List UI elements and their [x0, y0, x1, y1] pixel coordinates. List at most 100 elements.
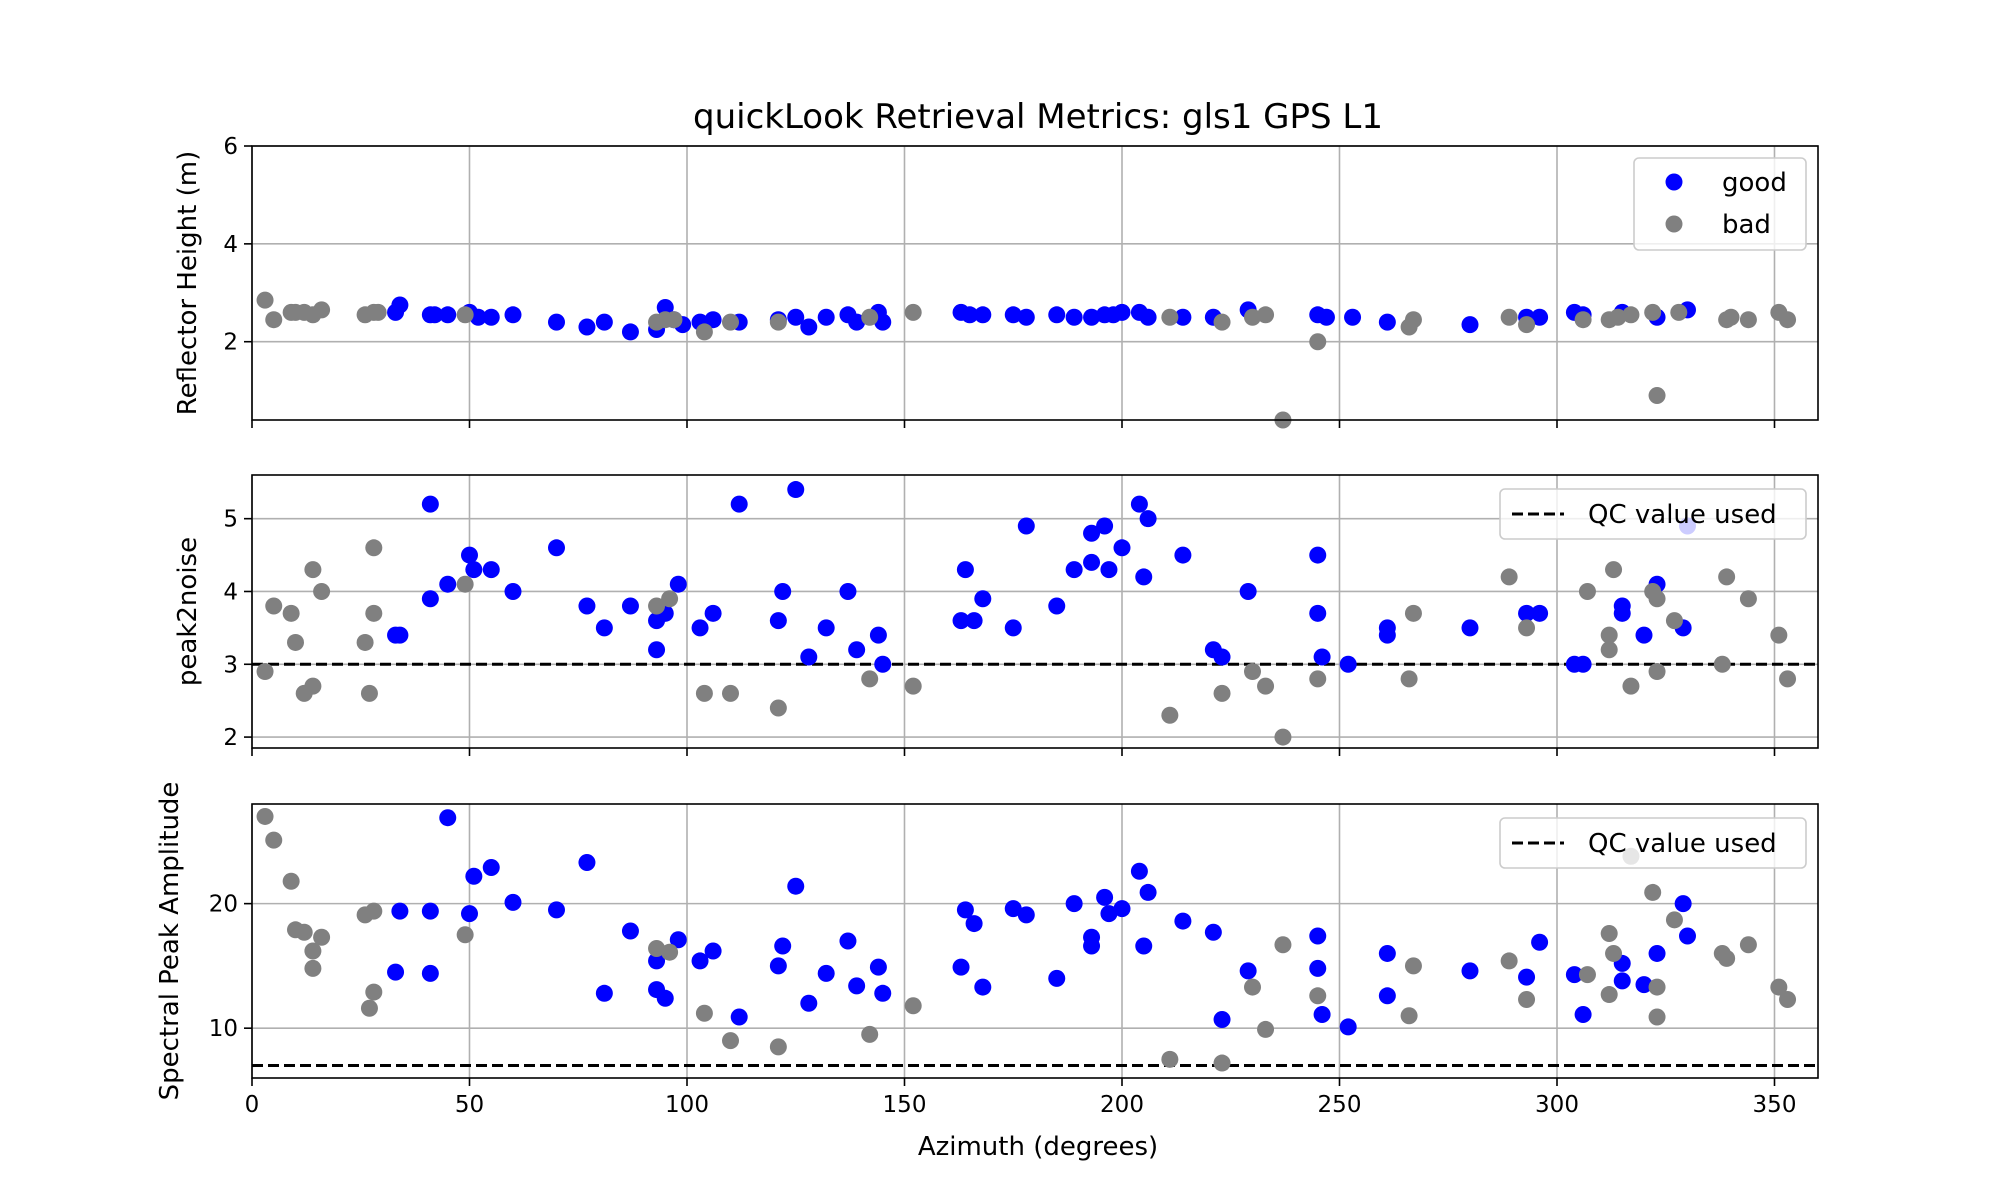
point-bad: [1600, 986, 1618, 1004]
point-good: [669, 931, 687, 949]
point-bad: [313, 301, 331, 319]
point-bad: [360, 684, 378, 702]
point-bad: [265, 311, 283, 329]
point-good: [1113, 303, 1131, 321]
point-good: [656, 298, 674, 316]
point-good: [974, 306, 992, 324]
point-good: [1313, 648, 1331, 666]
x-tick-label: 350: [1753, 1092, 1797, 1118]
point-bad: [1622, 677, 1640, 695]
point-good: [874, 655, 892, 673]
point-good: [621, 922, 639, 940]
x-axis-label: Azimuth (degrees): [918, 1132, 1158, 1162]
point-good: [817, 964, 835, 982]
point-bad: [256, 663, 274, 681]
point-bad: [1574, 311, 1592, 329]
point-bad: [904, 677, 922, 695]
point-bad: [1770, 626, 1788, 644]
point-good: [961, 306, 979, 324]
point-bad: [369, 303, 387, 321]
point-good: [1130, 862, 1148, 880]
point-good: [439, 306, 457, 324]
point-bad: [1670, 303, 1688, 321]
point-good: [461, 905, 478, 923]
x-tick-label: 250: [1318, 1092, 1362, 1118]
point-good: [1531, 308, 1549, 326]
point-good: [704, 604, 722, 622]
point-good: [1017, 906, 1035, 924]
point-bad: [1518, 316, 1536, 334]
point-good: [952, 958, 970, 976]
point-bad: [1648, 978, 1666, 996]
point-bad: [1244, 663, 1261, 681]
point-bad: [365, 902, 383, 920]
point-good: [648, 641, 666, 659]
point-bad: [456, 306, 474, 324]
point-good: [1613, 604, 1631, 622]
point-good: [1174, 308, 1192, 326]
point-good: [482, 308, 500, 326]
point-good: [869, 626, 887, 644]
point-good: [1317, 308, 1335, 326]
y-tick-label: 3: [223, 652, 238, 678]
point-good: [421, 590, 439, 608]
point-good: [421, 902, 439, 920]
point-good: [1565, 966, 1583, 984]
point-good: [691, 619, 709, 637]
point-good: [391, 626, 409, 644]
point-bad: [1309, 333, 1327, 351]
point-bad: [1648, 663, 1666, 681]
point-good: [1635, 976, 1653, 994]
point-good: [1065, 308, 1083, 326]
point-good: [439, 575, 457, 593]
point-bad: [304, 677, 322, 695]
scatter-points: [256, 807, 1797, 1072]
point-bad: [1500, 308, 1518, 326]
point-bad: [1400, 670, 1418, 688]
point-bad: [695, 684, 713, 702]
point-good: [421, 495, 439, 513]
point-good: [848, 641, 866, 659]
point-bad: [1404, 311, 1422, 329]
point-bad: [360, 999, 378, 1017]
x-tick-label: 50: [455, 1092, 484, 1118]
point-bad: [695, 323, 713, 341]
point-bad: [304, 942, 322, 960]
point-bad: [1718, 568, 1736, 586]
point-bad: [861, 308, 879, 326]
panel-frame: [251, 803, 1819, 1079]
legend-frame: [1499, 817, 1807, 869]
point-bad: [256, 807, 274, 825]
point-bad: [356, 633, 374, 651]
point-bad: [722, 1032, 739, 1050]
point-bad: [1244, 978, 1261, 996]
point-good: [1113, 900, 1131, 918]
point-good: [800, 648, 818, 666]
y-tick-label: 5: [223, 507, 238, 533]
point-bad: [1648, 590, 1666, 608]
point-bad: [1404, 604, 1422, 622]
point-good: [426, 306, 444, 324]
legend-marker-bad: [1665, 215, 1683, 233]
point-good: [578, 318, 596, 336]
point-good: [548, 539, 565, 557]
point-bad: [265, 597, 283, 615]
legend-label-qc: QC value used: [1588, 500, 1777, 530]
point-good: [461, 546, 478, 564]
point-good: [1065, 561, 1083, 579]
x-tick-label: 150: [883, 1092, 927, 1118]
panel-frame: [251, 145, 1819, 421]
point-good: [1679, 927, 1696, 945]
point-bad: [1600, 641, 1618, 659]
y-tick-label: 20: [209, 892, 238, 918]
legend: good bad: [1633, 157, 1807, 251]
point-good: [956, 901, 974, 919]
point-bad: [1404, 957, 1422, 975]
point-good: [787, 481, 805, 499]
panel-3: 0 50 100 150 200 250 300 350 10 20 Spectral Peak A…: [155, 782, 1819, 1118]
point-good: [1096, 517, 1114, 535]
point-bad: [1518, 991, 1536, 1009]
point-good: [965, 915, 983, 933]
point-good: [621, 323, 639, 341]
point-bad: [1665, 612, 1683, 630]
